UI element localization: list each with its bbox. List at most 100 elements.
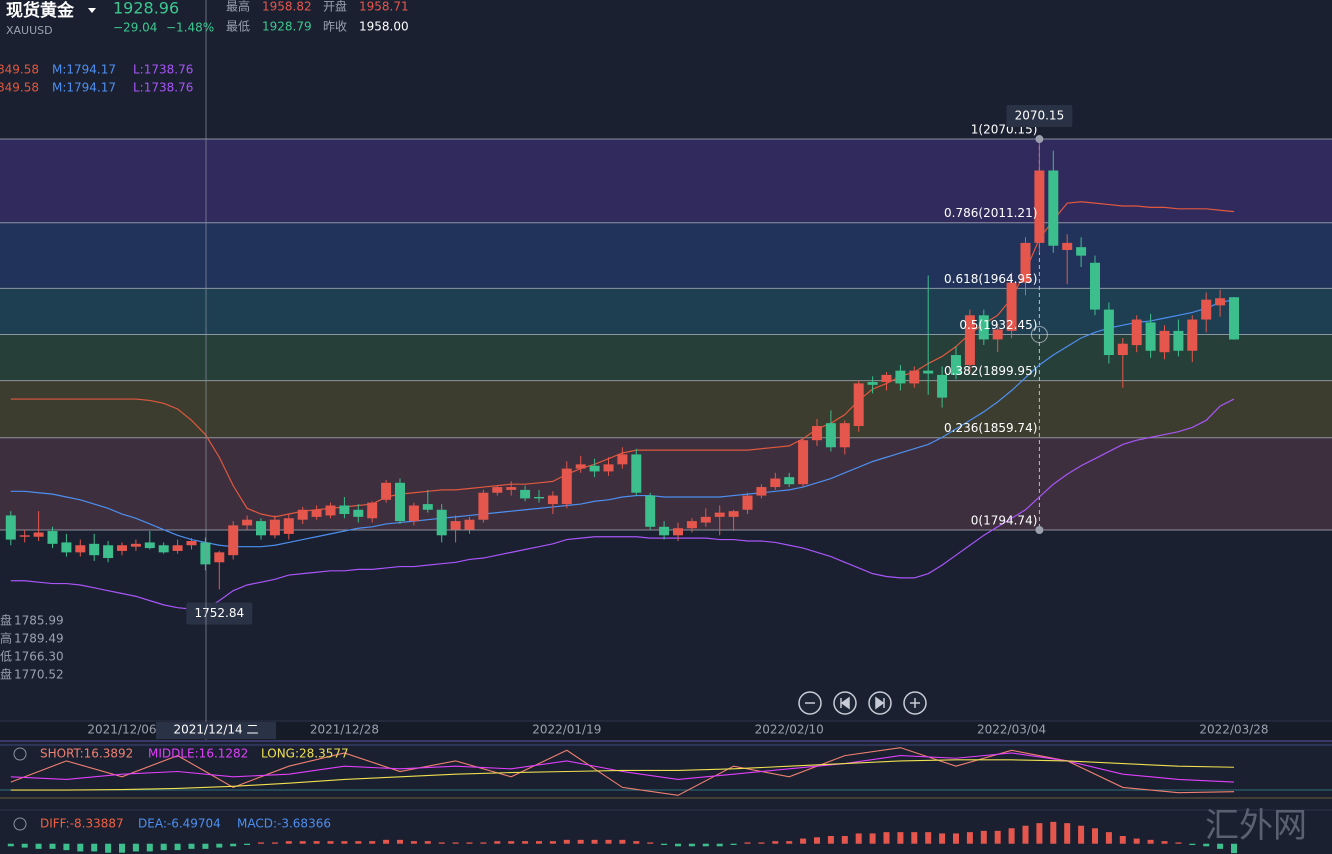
candle-body — [381, 482, 392, 500]
candle-body — [436, 509, 447, 536]
candle-body — [923, 370, 934, 374]
fib-label: 0.618(1964.95) — [944, 272, 1037, 286]
band-legend: M:1794.17 — [52, 81, 116, 95]
macd-bar — [1105, 832, 1112, 844]
ohlc-label: 盘 — [0, 613, 12, 628]
candle-body — [1117, 343, 1128, 356]
candle-body — [589, 465, 600, 472]
indicator-legend: SHORT:16.3892 — [40, 747, 133, 761]
x-tick-label: 2022/01/19 — [532, 723, 601, 737]
candle-body — [353, 509, 364, 517]
ohlc-value: 1789.49 — [14, 632, 64, 646]
macd-bar — [146, 843, 153, 852]
macd-bar — [758, 842, 765, 844]
indicator-legend: DIFF:-8.33887 — [40, 817, 124, 831]
band-legend: M:1794.17 — [52, 63, 116, 77]
dropdown-icon[interactable] — [88, 8, 96, 13]
high-marker-label: 2070.15 — [1015, 109, 1065, 123]
candle-body — [1076, 247, 1087, 256]
candle-body — [297, 509, 308, 520]
settings-icon[interactable] — [13, 817, 27, 831]
candle-body — [951, 355, 961, 375]
macd-bar — [1161, 841, 1168, 844]
macd-bar — [1189, 843, 1196, 845]
macd-bar — [536, 841, 542, 844]
macd-bar — [522, 841, 529, 844]
macd-bar — [35, 843, 42, 849]
candle-body — [728, 511, 739, 517]
candle-body — [130, 543, 141, 547]
candle-body — [1187, 319, 1198, 351]
x-tick-label: 2022/03/04 — [977, 723, 1046, 737]
macd-bar — [1231, 843, 1237, 854]
macd-bar — [800, 838, 807, 844]
candle-body — [700, 516, 711, 523]
candle-body — [617, 454, 628, 465]
macd-bar — [1147, 839, 1154, 844]
macd-bar — [1133, 838, 1140, 844]
macd-bar — [814, 837, 820, 844]
price: 1928.96 — [113, 0, 179, 18]
fib-label: 0.5(1932.45) — [959, 318, 1037, 332]
macd-bar — [299, 841, 306, 844]
candle-body — [214, 552, 225, 563]
settings-icon[interactable] — [13, 747, 27, 761]
macd-bar — [675, 843, 681, 847]
x-axis-bar — [0, 721, 1332, 740]
fib-band — [0, 222, 1332, 289]
candle-body — [19, 535, 30, 537]
candle-body — [770, 478, 781, 488]
candle-body — [520, 489, 531, 499]
macd-bar — [716, 843, 723, 847]
candle-body — [395, 482, 405, 522]
macd-bar — [230, 843, 237, 847]
ohlc-value: 1785.99 — [14, 614, 64, 628]
stat-label: 开盘 — [323, 0, 347, 14]
macd-bar — [827, 836, 834, 844]
x-tick-label: 2021/12/06 — [87, 723, 156, 737]
macd-bar — [605, 839, 612, 844]
candle-body — [784, 477, 795, 485]
macd-bar — [244, 843, 251, 845]
candle-body — [1159, 330, 1170, 353]
candle-body — [1020, 242, 1031, 283]
macd-bar — [105, 843, 112, 853]
macd-bar — [1092, 828, 1098, 844]
candle-body — [1048, 170, 1059, 246]
candle-body — [1201, 299, 1212, 320]
band-legend: L:1738.76 — [133, 81, 193, 95]
candle-body — [756, 487, 767, 496]
macd-bar — [730, 843, 737, 845]
macd-bar — [271, 842, 278, 844]
fib-band — [0, 139, 1332, 223]
candle-body — [937, 374, 948, 398]
macd-bar — [1217, 843, 1224, 849]
candle-body — [909, 370, 920, 384]
watermark: 汇外网 — [1205, 806, 1307, 846]
macd-bar — [313, 841, 320, 844]
candle-body — [881, 374, 892, 383]
candle-body — [603, 464, 614, 472]
indicator-legend: DEA:-6.49704 — [138, 817, 221, 831]
stat-label: 最高 — [226, 0, 250, 14]
candle-body — [242, 519, 253, 526]
macd-bar — [1203, 843, 1210, 847]
candle-body — [1215, 298, 1226, 306]
macd-bar — [1175, 842, 1182, 844]
indicator-line — [10, 752, 1235, 783]
instrument-name[interactable]: 现货黄金 — [6, 0, 75, 21]
indicator-line — [10, 747, 1235, 796]
macd-bar — [21, 843, 28, 848]
macd-bar — [1008, 828, 1015, 844]
macd-bar — [258, 842, 264, 844]
candle-body — [158, 545, 169, 553]
macd-bar — [1050, 821, 1057, 844]
x-tick-label: 2022/02/10 — [755, 723, 824, 737]
macd-bar — [577, 839, 584, 844]
macd-bar — [591, 839, 598, 844]
indicator-line — [10, 759, 1235, 791]
macd-bar — [661, 843, 668, 845]
indicator-legend: LONG:28.3577 — [261, 747, 349, 761]
candle-body — [714, 512, 725, 517]
